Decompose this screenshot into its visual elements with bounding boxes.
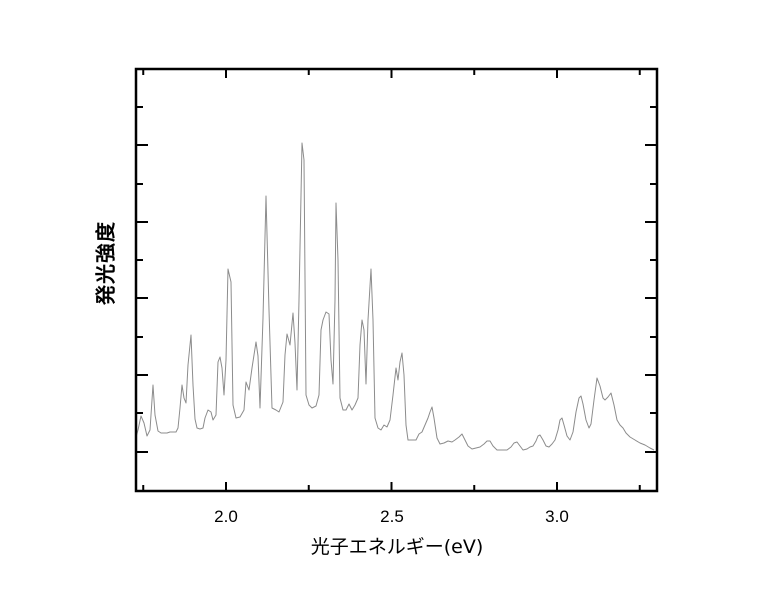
y-axis-title: 発光強度 bbox=[93, 221, 118, 305]
plot-frame bbox=[134, 67, 659, 493]
spectrum-line bbox=[135, 142, 655, 451]
x-tick-label: 3.0 bbox=[545, 507, 569, 526]
x-tick-label: 2.0 bbox=[214, 507, 238, 526]
x-axis-title: 光子エネルギー(eV) bbox=[310, 536, 484, 558]
axis-ticks bbox=[136, 69, 657, 491]
x-tick-labels: 2.0 2.5 3.0 bbox=[214, 507, 569, 526]
x-tick-label: 2.5 bbox=[380, 507, 404, 526]
